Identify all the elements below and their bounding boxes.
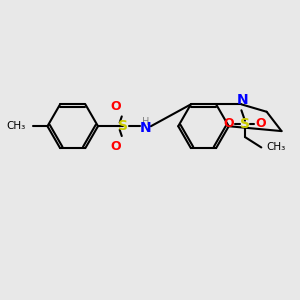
Text: O: O bbox=[110, 100, 121, 113]
Text: O: O bbox=[224, 117, 234, 130]
Text: S: S bbox=[240, 117, 250, 131]
Text: CH₃: CH₃ bbox=[267, 142, 286, 152]
Text: CH₃: CH₃ bbox=[7, 121, 26, 131]
Text: N: N bbox=[237, 93, 249, 107]
Text: H: H bbox=[142, 117, 149, 127]
Text: O: O bbox=[256, 117, 266, 130]
Text: S: S bbox=[118, 119, 128, 133]
Text: O: O bbox=[110, 140, 121, 153]
Text: N: N bbox=[140, 121, 152, 135]
